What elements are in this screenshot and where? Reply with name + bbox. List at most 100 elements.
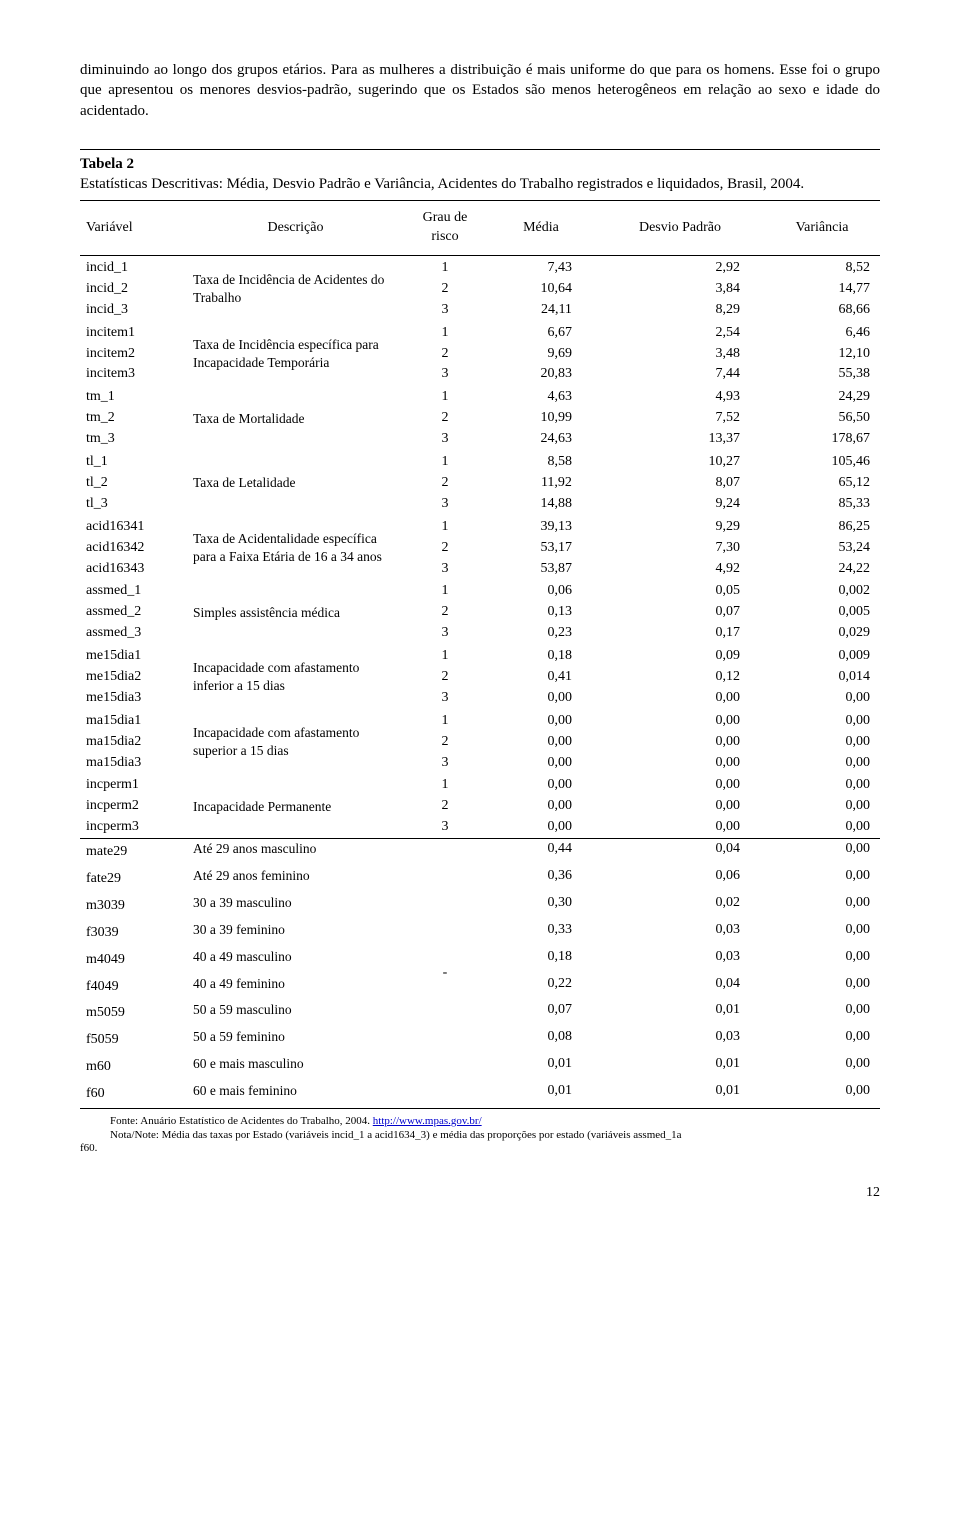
cell-grau: 1 <box>404 450 486 473</box>
cell-var: incid_1 <box>80 256 187 279</box>
cell-dp: 0,00 <box>596 796 764 817</box>
cell-desc: 40 a 49 feminino <box>187 974 404 1001</box>
footnote-continuation: f60. <box>80 1142 880 1156</box>
cell-var: m4049 <box>80 947 187 974</box>
cell-grau: 1 <box>404 321 486 344</box>
cell-dp: 4,92 <box>596 559 764 580</box>
col-media: Média <box>486 201 596 255</box>
cell-media: 6,67 <box>486 321 596 344</box>
cell-desc: 50 a 59 feminino <box>187 1027 404 1054</box>
cell-desc: 30 a 39 feminino <box>187 920 404 947</box>
cell-var: acid16342 <box>80 538 187 559</box>
cell-var2: 0,014 <box>764 667 880 688</box>
cell-var: f60 <box>80 1081 187 1108</box>
cell-var: incperm1 <box>80 773 187 796</box>
cell-var2: 0,00 <box>764 709 880 732</box>
cell-media: 7,43 <box>486 256 596 279</box>
table-row: acid16341Taxa de Acidentalidade específi… <box>80 515 880 538</box>
cell-dp: 0,00 <box>596 709 764 732</box>
cell-var2: 68,66 <box>764 300 880 321</box>
cell-media: 0,00 <box>486 688 596 709</box>
table-row: ma15dia1Incapacidade com afastamento sup… <box>80 709 880 732</box>
cell-media: 0,33 <box>486 920 596 947</box>
cell-var2: 6,46 <box>764 321 880 344</box>
fonte-link[interactable]: http://www.mpas.gov.br/ <box>373 1115 482 1127</box>
cell-grau: 2 <box>404 796 486 817</box>
cell-media: 0,23 <box>486 623 596 644</box>
cell-media: 0,18 <box>486 947 596 974</box>
cell-grau: 2 <box>404 602 486 623</box>
cell-media: 0,44 <box>486 839 596 866</box>
header-row: Variável Descrição Grau de risco Média D… <box>80 201 880 255</box>
cell-var: fate29 <box>80 866 187 893</box>
cell-var2: 0,00 <box>764 732 880 753</box>
cell-var: assmed_2 <box>80 602 187 623</box>
cell-grau: 2 <box>404 732 486 753</box>
cell-grau: - <box>404 839 486 1108</box>
cell-var2: 105,46 <box>764 450 880 473</box>
cell-dp: 13,37 <box>596 429 764 450</box>
cell-dp: 7,44 <box>596 364 764 385</box>
cell-var2: 14,77 <box>764 279 880 300</box>
cell-dp: 0,01 <box>596 1081 764 1108</box>
cell-grau: 3 <box>404 559 486 580</box>
page-number: 12 <box>80 1184 880 1203</box>
cell-desc: Incapacidade Permanente <box>187 773 404 838</box>
cell-media: 10,99 <box>486 408 596 429</box>
cell-grau: 3 <box>404 753 486 774</box>
cell-var: assmed_1 <box>80 579 187 602</box>
cell-grau: 2 <box>404 538 486 559</box>
cell-grau: 1 <box>404 515 486 538</box>
cell-desc: Simples assistência médica <box>187 579 404 644</box>
cell-var: f4049 <box>80 974 187 1001</box>
col-grau: Grau de risco <box>404 201 486 255</box>
cell-var2: 0,00 <box>764 688 880 709</box>
cell-var: incitem2 <box>80 344 187 365</box>
cell-grau: 1 <box>404 709 486 732</box>
cell-dp: 3,84 <box>596 279 764 300</box>
cell-var: incid_2 <box>80 279 187 300</box>
cell-media: 0,01 <box>486 1054 596 1081</box>
cell-dp: 9,24 <box>596 494 764 515</box>
cell-desc: Taxa de Incidência de Acidentes do Traba… <box>187 256 404 321</box>
cell-grau: 1 <box>404 256 486 279</box>
cell-var: acid16343 <box>80 559 187 580</box>
cell-dp: 0,00 <box>596 817 764 838</box>
cell-media: 24,63 <box>486 429 596 450</box>
table-name: Tabela 2 <box>80 156 134 172</box>
cell-var2: 0,00 <box>764 753 880 774</box>
cell-grau: 3 <box>404 300 486 321</box>
cell-dp: 0,03 <box>596 1027 764 1054</box>
table-2-container: Tabela 2 Estatísticas Descritivas: Média… <box>80 149 880 1109</box>
cell-dp: 0,03 <box>596 947 764 974</box>
cell-desc: 60 e mais masculino <box>187 1054 404 1081</box>
cell-var2: 56,50 <box>764 408 880 429</box>
cell-media: 11,92 <box>486 473 596 494</box>
cell-media: 0,08 <box>486 1027 596 1054</box>
cell-media: 14,88 <box>486 494 596 515</box>
cell-var: tl_2 <box>80 473 187 494</box>
cell-desc: Taxa de Incidência específica para Incap… <box>187 321 404 386</box>
cell-var2: 8,52 <box>764 256 880 279</box>
cell-dp: 0,12 <box>596 667 764 688</box>
cell-dp: 4,93 <box>596 385 764 408</box>
cell-var2: 0,00 <box>764 866 880 893</box>
cell-desc: Até 29 anos feminino <box>187 866 404 893</box>
cell-var: incperm2 <box>80 796 187 817</box>
cell-media: 0,18 <box>486 644 596 667</box>
cell-var2: 0,005 <box>764 602 880 623</box>
cell-var: assmed_3 <box>80 623 187 644</box>
cell-grau: 1 <box>404 773 486 796</box>
cell-media: 0,00 <box>486 709 596 732</box>
cell-media: 0,13 <box>486 602 596 623</box>
cell-dp: 0,01 <box>596 1000 764 1027</box>
cell-var: me15dia3 <box>80 688 187 709</box>
cell-var2: 0,00 <box>764 817 880 838</box>
cell-var2: 0,002 <box>764 579 880 602</box>
cell-dp: 8,07 <box>596 473 764 494</box>
cell-var2: 0,00 <box>764 920 880 947</box>
cell-desc: Até 29 anos masculino <box>187 839 404 866</box>
cell-var2: 85,33 <box>764 494 880 515</box>
cell-var: ma15dia3 <box>80 753 187 774</box>
cell-grau: 2 <box>404 279 486 300</box>
